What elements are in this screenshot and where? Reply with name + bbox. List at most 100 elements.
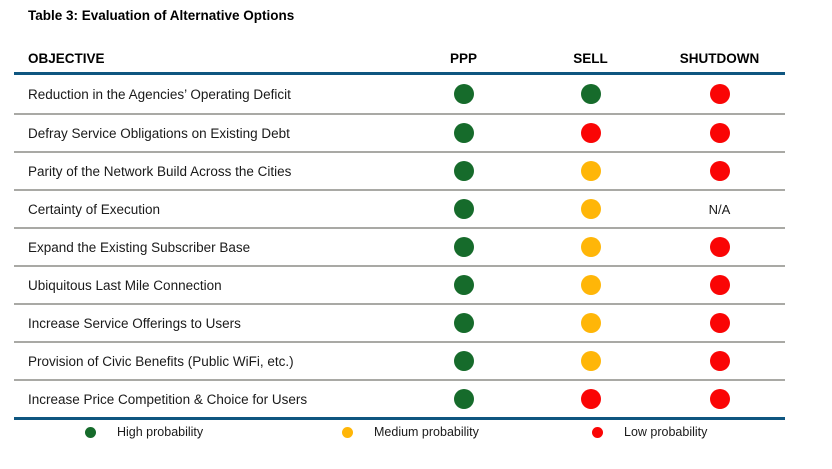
legend-item-medium: Medium probability [342, 425, 479, 439]
shutdown-status-cell: N/A [654, 191, 785, 227]
objective-cell: Increase Price Competition & Choice for … [14, 381, 400, 417]
table-row: Defray Service Obligations on Existing D… [14, 113, 785, 151]
red-status-dot-icon [709, 123, 730, 143]
red-legend-dot-icon [592, 426, 603, 438]
sell-status-cell [527, 305, 654, 341]
shutdown-status-cell [654, 381, 785, 417]
red-status-dot-icon [709, 84, 730, 104]
objective-cell: Provision of Civic Benefits (Public WiFi… [14, 343, 400, 379]
sell-status-cell [527, 75, 654, 113]
ppp-status-cell [400, 75, 527, 113]
legend-item-high: High probability [85, 425, 203, 439]
green-status-dot-icon [453, 84, 474, 104]
yellow-status-dot-icon [580, 313, 601, 333]
shutdown-status-cell [654, 153, 785, 189]
objective-label: Defray Service Obligations on Existing D… [28, 125, 290, 141]
legend-label: Low probability [624, 425, 708, 439]
legend: High probability Medium probability Low … [14, 420, 785, 450]
red-status-dot-icon [580, 389, 601, 409]
objective-cell: Certainty of Execution [14, 191, 400, 227]
sell-status-cell [527, 191, 654, 227]
objective-cell: Parity of the Network Build Across the C… [14, 153, 400, 189]
red-status-dot-icon [709, 275, 730, 295]
objective-label: Reduction in the Agencies’ Operating Def… [28, 86, 291, 102]
sell-status-cell [527, 115, 654, 151]
green-status-dot-icon [453, 351, 474, 371]
green-status-dot-icon [453, 161, 474, 181]
legend-item-low: Low probability [592, 425, 707, 439]
red-status-dot-icon [709, 389, 730, 409]
table-title: Table 3: Evaluation of Alternative Optio… [28, 8, 295, 23]
objective-cell: Increase Service Offerings to Users [14, 305, 400, 341]
green-legend-dot-icon [85, 426, 96, 438]
yellow-legend-dot-icon [342, 426, 353, 438]
objective-cell: Defray Service Obligations on Existing D… [14, 115, 400, 151]
green-status-dot-icon [453, 389, 474, 409]
green-status-dot-icon [453, 199, 474, 219]
shutdown-status-cell [654, 75, 785, 113]
ppp-status-cell [400, 381, 527, 417]
green-status-dot-icon [453, 275, 474, 295]
ppp-status-cell [400, 153, 527, 189]
table-row: Increase Price Competition & Choice for … [14, 379, 785, 417]
objective-label: Expand the Existing Subscriber Base [28, 239, 251, 255]
sell-status-cell [527, 153, 654, 189]
table-row: Certainty of Execution N/A [14, 189, 785, 227]
objective-cell: Expand the Existing Subscriber Base [14, 229, 400, 265]
objective-label: Increase Price Competition & Choice for … [28, 391, 308, 407]
red-status-dot-icon [709, 161, 730, 181]
yellow-status-dot-icon [580, 275, 601, 295]
green-status-dot-icon [453, 237, 474, 257]
shutdown-status-cell [654, 115, 785, 151]
column-header-shutdown: SHUTDOWN [679, 50, 760, 66]
objective-label: Certainty of Execution [28, 201, 161, 217]
table-row: Provision of Civic Benefits (Public WiFi… [14, 341, 785, 379]
table-body: Reduction in the Agencies’ Operating Def… [14, 72, 785, 420]
red-status-dot-icon [709, 351, 730, 371]
evaluation-table: OBJECTIVE PPP SELL SHUTDOWN Reduction in… [14, 44, 785, 450]
objective-label: Increase Service Offerings to Users [28, 315, 241, 331]
sell-status-cell [527, 343, 654, 379]
red-status-dot-icon [709, 237, 730, 257]
legend-label: Medium probability [374, 425, 479, 439]
table-row: Parity of the Network Build Across the C… [14, 151, 785, 189]
red-status-dot-icon [709, 313, 730, 333]
shutdown-status-cell [654, 305, 785, 341]
objective-cell: Ubiquitous Last Mile Connection [14, 267, 400, 303]
red-status-dot-icon [580, 123, 601, 143]
shutdown-status-cell [654, 267, 785, 303]
table-header-row: OBJECTIVE PPP SELL SHUTDOWN [14, 44, 785, 72]
yellow-status-dot-icon [580, 237, 601, 257]
yellow-status-dot-icon [580, 351, 601, 371]
sell-status-cell [527, 229, 654, 265]
objective-label: Ubiquitous Last Mile Connection [28, 277, 222, 293]
column-header-objective: OBJECTIVE [28, 50, 105, 66]
green-status-dot-icon [453, 123, 474, 143]
ppp-status-cell [400, 229, 527, 265]
objective-label: Provision of Civic Benefits (Public WiFi… [28, 353, 294, 369]
ppp-status-cell [400, 305, 527, 341]
ppp-status-cell [400, 343, 527, 379]
ppp-status-cell [400, 191, 527, 227]
yellow-status-dot-icon [580, 199, 601, 219]
objective-cell: Reduction in the Agencies’ Operating Def… [14, 75, 400, 113]
ppp-status-cell [400, 115, 527, 151]
legend-label: High probability [117, 425, 204, 439]
objective-label: Parity of the Network Build Across the C… [28, 163, 292, 179]
table-row: Expand the Existing Subscriber Base [14, 227, 785, 265]
green-status-dot-icon [580, 84, 601, 104]
green-status-dot-icon [453, 313, 474, 333]
table-row: Increase Service Offerings to Users [14, 303, 785, 341]
ppp-status-cell [400, 267, 527, 303]
column-header-ppp: PPP [449, 50, 477, 66]
sell-status-cell [527, 267, 654, 303]
table-row: Reduction in the Agencies’ Operating Def… [14, 75, 785, 113]
shutdown-status-cell [654, 229, 785, 265]
yellow-status-dot-icon [580, 161, 601, 181]
na-text: N/A [708, 201, 731, 217]
table-row: Ubiquitous Last Mile Connection [14, 265, 785, 303]
column-header-sell: SELL [573, 50, 608, 66]
shutdown-status-cell [654, 343, 785, 379]
sell-status-cell [527, 381, 654, 417]
